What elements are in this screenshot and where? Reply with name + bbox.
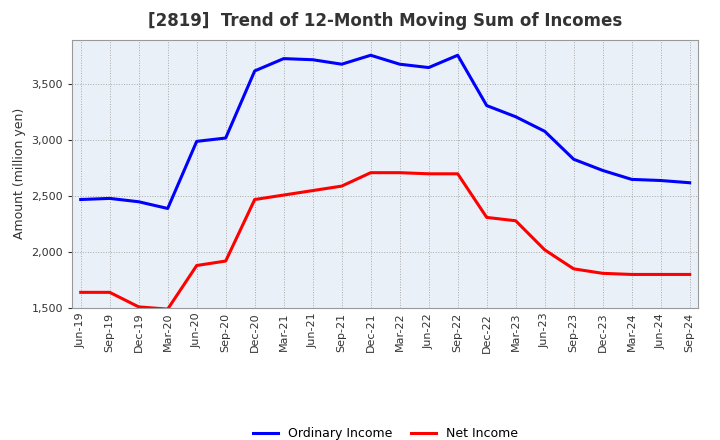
Ordinary Income: [570, 157, 578, 162]
Net Income: [251, 197, 259, 202]
Net Income: [366, 170, 375, 175]
Net Income: [541, 247, 549, 253]
Ordinary Income: [511, 114, 520, 119]
Net Income: [163, 307, 172, 312]
Net Income: [482, 215, 491, 220]
Ordinary Income: [105, 196, 114, 201]
Ordinary Income: [163, 206, 172, 211]
Legend: Ordinary Income, Net Income: Ordinary Income, Net Income: [253, 427, 518, 440]
Line: Ordinary Income: Ordinary Income: [81, 55, 690, 209]
Net Income: [598, 271, 607, 276]
Ordinary Income: [541, 128, 549, 134]
Ordinary Income: [598, 168, 607, 173]
Net Income: [192, 263, 201, 268]
Net Income: [570, 266, 578, 271]
Ordinary Income: [308, 57, 317, 62]
Net Income: [395, 170, 404, 175]
Ordinary Income: [135, 199, 143, 205]
Ordinary Income: [685, 180, 694, 185]
Title: [2819]  Trend of 12-Month Moving Sum of Incomes: [2819] Trend of 12-Month Moving Sum of I…: [148, 12, 622, 30]
Ordinary Income: [338, 62, 346, 67]
Line: Net Income: Net Income: [81, 172, 690, 309]
Net Income: [135, 304, 143, 309]
Ordinary Income: [482, 103, 491, 108]
Net Income: [221, 258, 230, 264]
Net Income: [424, 171, 433, 176]
Net Income: [308, 188, 317, 193]
Ordinary Income: [366, 53, 375, 58]
Net Income: [76, 290, 85, 295]
Ordinary Income: [221, 136, 230, 141]
Net Income: [685, 272, 694, 277]
Ordinary Income: [395, 62, 404, 67]
Ordinary Income: [657, 178, 665, 183]
Net Income: [657, 272, 665, 277]
Ordinary Income: [279, 56, 288, 61]
Ordinary Income: [192, 139, 201, 144]
Net Income: [454, 171, 462, 176]
Ordinary Income: [424, 65, 433, 70]
Ordinary Income: [627, 177, 636, 182]
Ordinary Income: [76, 197, 85, 202]
Y-axis label: Amount (million yen): Amount (million yen): [13, 108, 26, 239]
Net Income: [338, 183, 346, 189]
Ordinary Income: [454, 53, 462, 58]
Net Income: [627, 272, 636, 277]
Net Income: [511, 218, 520, 224]
Net Income: [105, 290, 114, 295]
Ordinary Income: [251, 68, 259, 73]
Net Income: [279, 192, 288, 198]
